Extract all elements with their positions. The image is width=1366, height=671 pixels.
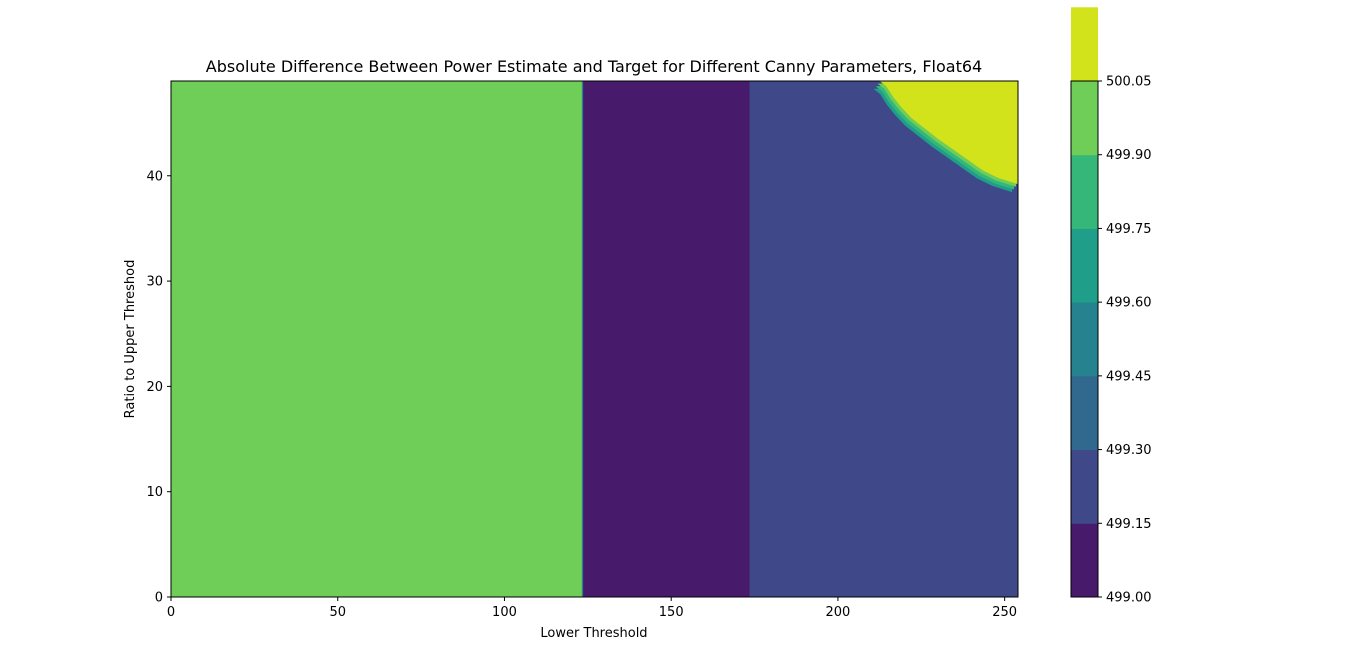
y-tick-label: 20 [146,380,163,395]
x-tick-label: 100 [492,605,517,620]
colorbar-band-4 [1071,228,1098,303]
colorbar-band-3 [1071,302,1098,377]
colorbar-tick-label: 499.15 [1106,517,1152,532]
colorbar: 499.00 499.15 499.30 499.45 499.60 499.75 499.… [1070,7,1152,606]
plot-area [171,81,1019,597]
x-tick-label: 200 [826,605,851,620]
x-tick-label: 250 [992,605,1017,620]
contour-region-1 [581,81,584,597]
colorbar-tick-label: 499.75 [1106,222,1152,237]
x-tick-label: 0 [167,605,175,620]
y-tick-label: 10 [146,485,163,500]
colorbar-band-1 [1071,449,1098,524]
x-tick-label: 50 [329,605,346,620]
colorbar-tick-label: 499.30 [1106,443,1152,458]
colorbar-band-5 [1071,154,1098,229]
x-axis: 0 50 100 150 200 250 [167,597,1017,620]
x-axis-label: Lower Threshold [540,626,647,641]
colorbar-band-0 [1071,523,1098,598]
contour-region-high [879,81,1018,185]
y-tick-label: 30 [146,275,163,290]
contour-region-0 [171,81,583,597]
colorbar-band-2 [1071,375,1098,451]
y-tick-label: 40 [146,169,163,184]
colorbar-tick-label: 500.05 [1106,75,1152,90]
y-axis: 0 10 20 30 40 [146,169,171,606]
colorbar-band-6 [1071,81,1098,156]
y-axis-label: Ratio to Upper Threshod [123,260,138,419]
chart-title: Absolute Difference Between Power Estima… [206,57,982,76]
colorbar-tick-label: 499.60 [1106,296,1152,311]
colorbar-frame [1070,80,1099,598]
x-tick-label: 150 [659,605,684,620]
colorbar-tick-label: 499.45 [1106,369,1152,384]
plot-frame [170,80,1019,598]
colorbar-tick-label: 499.90 [1106,148,1152,163]
colorbar-tick-label: 499.00 [1106,591,1152,606]
contour-region-2 [583,81,751,597]
colorbar-band-7 [1071,7,1098,82]
y-tick-label: 0 [155,591,163,606]
